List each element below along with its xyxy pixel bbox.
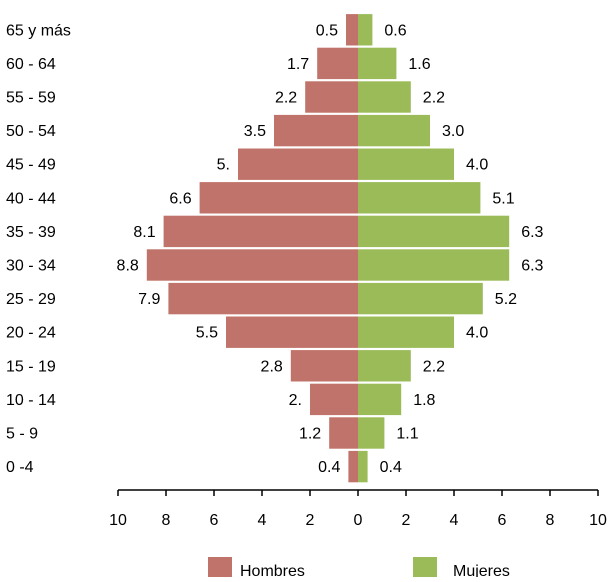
data-label-hombres-10-14: 2. xyxy=(289,392,302,409)
category-label-55-59: 55 - 59 xyxy=(6,90,56,107)
data-label-hombres-45-49: 5. xyxy=(217,157,230,174)
x-tick-label-6: 2 xyxy=(402,512,411,529)
data-label-mujeres-10-14: 1.8 xyxy=(413,392,435,409)
x-tick-label-1: 8 xyxy=(162,512,171,529)
bar-hombres-15-19 xyxy=(290,350,358,382)
category-label-25-29: 25 - 29 xyxy=(6,291,56,308)
data-label-hombres-5-9: 1.2 xyxy=(299,426,321,443)
data-labels-layer: 0.5 0.6 1.7 1.6 2.2 2.2 3.5 3.0 5. 4.0 6.6 5.1 8.1 6.… xyxy=(117,22,544,476)
bar-mujeres-20-24 xyxy=(358,316,454,348)
category-label-50-54: 50 - 54 xyxy=(6,123,56,140)
category-label-10-14: 10 - 14 xyxy=(6,392,56,409)
x-tick-label-7: 4 xyxy=(450,512,459,529)
category-label-15-19: 15 - 19 xyxy=(6,358,56,375)
bars-layer xyxy=(146,14,510,483)
category-label-5-9: 5 - 9 xyxy=(6,426,38,443)
data-label-hombres-60-64: 1.7 xyxy=(287,56,309,73)
x-tick-label-4: 2 xyxy=(306,512,315,529)
legend-label-hombres: Hombres xyxy=(240,563,305,577)
data-label-mujeres-25-29: 5.2 xyxy=(495,291,517,308)
x-tick-label-2: 6 xyxy=(210,512,219,529)
x-tick-label-10: 10 xyxy=(589,512,607,529)
x-tick-label-5: 0 xyxy=(354,512,363,529)
x-axis: 10 8 6 4 2 0 2 4 6 8 10 xyxy=(109,489,607,529)
data-label-mujeres-0-4: 0.4 xyxy=(380,459,402,476)
data-label-hombres-65-y-m-s: 0.5 xyxy=(316,22,338,39)
bar-mujeres-10-14 xyxy=(358,383,402,416)
legend-label-mujeres: Mujeres xyxy=(453,563,510,577)
bar-mujeres-65-y-m-s xyxy=(358,14,373,46)
bar-hombres-40-44 xyxy=(199,182,358,214)
bar-mujeres-60-64 xyxy=(358,47,397,80)
bar-hombres-65-y-m-s xyxy=(346,14,358,46)
category-labels-layer: 65 y más 60 - 64 55 - 59 50 - 54 45 - 49 40 -… xyxy=(6,22,71,476)
bar-hombres-50-54 xyxy=(274,114,358,147)
bar-hombres-0-4 xyxy=(348,450,358,483)
category-label-35-39: 35 - 39 xyxy=(6,224,56,241)
bar-mujeres-30-34 xyxy=(358,249,510,281)
data-label-mujeres-65-y-m-s: 0.6 xyxy=(384,22,406,39)
bar-mujeres-50-54 xyxy=(358,114,430,147)
category-label-0-4: 0 -4 xyxy=(6,459,34,476)
data-label-mujeres-5-9: 1.1 xyxy=(396,426,418,443)
data-label-hombres-25-29: 7.9 xyxy=(138,291,160,308)
bar-mujeres-15-19 xyxy=(358,350,411,382)
x-tick-label-3: 4 xyxy=(258,512,267,529)
bar-hombres-55-59 xyxy=(305,81,358,113)
data-label-mujeres-40-44: 5.1 xyxy=(492,190,514,207)
data-label-mujeres-35-39: 6.3 xyxy=(521,224,543,241)
bar-hombres-45-49 xyxy=(238,148,358,180)
bar-mujeres-5-9 xyxy=(358,417,385,449)
bar-hombres-20-24 xyxy=(226,316,358,348)
category-label-45-49: 45 - 49 xyxy=(6,157,56,174)
data-label-hombres-35-39: 8.1 xyxy=(133,224,155,241)
data-label-mujeres-55-59: 2.2 xyxy=(423,90,445,107)
bar-mujeres-0-4 xyxy=(358,450,368,483)
bar-hombres-35-39 xyxy=(163,215,358,248)
bar-mujeres-45-49 xyxy=(358,148,454,180)
data-label-hombres-55-59: 2.2 xyxy=(275,90,297,107)
data-label-mujeres-20-24: 4.0 xyxy=(466,325,488,342)
data-label-hombres-15-19: 2.8 xyxy=(261,358,283,375)
data-label-hombres-0-4: 0.4 xyxy=(318,459,340,476)
bar-mujeres-35-39 xyxy=(358,215,510,248)
category-label-65-y-m-s: 65 y más xyxy=(6,22,71,39)
data-label-mujeres-15-19: 2.2 xyxy=(423,358,445,375)
data-label-hombres-50-54: 3.5 xyxy=(244,123,266,140)
legend-swatch-mujeres xyxy=(413,557,437,577)
category-label-40-44: 40 - 44 xyxy=(6,190,56,207)
bar-mujeres-25-29 xyxy=(358,282,483,315)
bar-mujeres-40-44 xyxy=(358,182,481,214)
x-tick-label-0: 10 xyxy=(109,512,127,529)
bar-hombres-30-34 xyxy=(146,249,358,281)
legend-swatch-hombres xyxy=(208,557,232,577)
data-label-mujeres-45-49: 4.0 xyxy=(466,157,488,174)
data-label-hombres-20-24: 5.5 xyxy=(196,325,218,342)
x-tick-label-9: 8 xyxy=(546,512,555,529)
bar-hombres-60-64 xyxy=(317,47,358,80)
category-label-20-24: 20 - 24 xyxy=(6,325,56,342)
bar-hombres-5-9 xyxy=(329,417,358,449)
data-label-hombres-30-34: 8.8 xyxy=(117,258,139,275)
data-label-mujeres-60-64: 1.6 xyxy=(408,56,430,73)
x-tick-label-8: 6 xyxy=(498,512,507,529)
legend: Hombres Mujeres xyxy=(208,557,510,580)
bar-hombres-10-14 xyxy=(310,383,358,416)
bar-mujeres-55-59 xyxy=(358,81,411,113)
category-label-30-34: 30 - 34 xyxy=(6,258,56,275)
data-label-mujeres-30-34: 6.3 xyxy=(521,258,543,275)
category-label-60-64: 60 - 64 xyxy=(6,56,56,73)
data-label-hombres-40-44: 6.6 xyxy=(169,190,191,207)
data-label-mujeres-50-54: 3.0 xyxy=(442,123,464,140)
bar-hombres-25-29 xyxy=(168,282,358,315)
